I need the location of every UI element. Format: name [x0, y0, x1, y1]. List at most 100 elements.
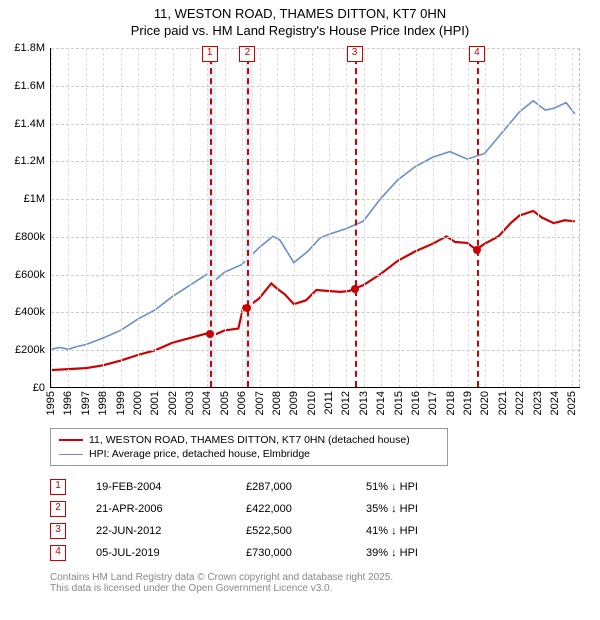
v-gridline — [225, 48, 226, 387]
x-axis-label: 2025 — [566, 391, 578, 415]
v-gridline — [260, 48, 261, 387]
v-gridline — [555, 48, 556, 387]
legend-swatch — [59, 439, 83, 441]
transaction-row: 119-FEB-2004£287,00051% ↓ HPI — [50, 476, 600, 498]
h-gridline — [51, 199, 580, 200]
x-axis-label: 2021 — [497, 391, 509, 415]
v-gridline — [451, 48, 452, 387]
transaction-price: £730,000 — [246, 547, 366, 559]
v-gridline — [572, 48, 573, 387]
x-axis-label: 2017 — [427, 391, 439, 415]
v-gridline — [68, 48, 69, 387]
h-gridline — [51, 237, 580, 238]
event-marker-line — [477, 48, 479, 387]
transaction-price: £422,000 — [246, 503, 366, 515]
v-gridline — [329, 48, 330, 387]
x-axis-label: 2010 — [306, 391, 318, 415]
legend-item: 11, WESTON ROAD, THAMES DITTON, KT7 0HN … — [59, 433, 439, 447]
chart-container: 11, WESTON ROAD, THAMES DITTON, KT7 0HN … — [0, 0, 600, 594]
series-price_paid — [51, 211, 575, 370]
x-axis-label: 2011 — [323, 391, 335, 415]
x-axis-label: 2023 — [532, 391, 544, 415]
y-axis-label: £400k — [15, 306, 45, 318]
y-axis-label: £0 — [33, 382, 45, 394]
legend: 11, WESTON ROAD, THAMES DITTON, KT7 0HN … — [50, 428, 448, 466]
event-marker-badge: 4 — [469, 46, 485, 62]
event-marker-dot — [243, 304, 251, 312]
x-axis-label: 2022 — [514, 391, 526, 415]
h-gridline — [51, 124, 580, 125]
footer-attribution: Contains HM Land Registry data © Crown c… — [50, 572, 600, 594]
transaction-badge: 1 — [50, 479, 66, 495]
v-gridline — [485, 48, 486, 387]
x-axis-label: 1996 — [62, 391, 74, 415]
line-series-svg — [51, 48, 580, 387]
x-axis-label: 2016 — [410, 391, 422, 415]
y-axis-label: £1.2M — [14, 155, 45, 167]
event-marker-line — [355, 48, 357, 387]
v-gridline — [503, 48, 504, 387]
x-axis-label: 2014 — [375, 391, 387, 415]
footer-line-2: This data is licensed under the Open Gov… — [50, 583, 600, 594]
transaction-date: 21-APR-2006 — [66, 503, 246, 515]
x-axis-label: 2000 — [132, 391, 144, 415]
v-gridline — [173, 48, 174, 387]
transaction-table: 119-FEB-2004£287,00051% ↓ HPI221-APR-200… — [50, 476, 600, 564]
v-gridline — [86, 48, 87, 387]
v-gridline — [190, 48, 191, 387]
transaction-price: £287,000 — [246, 481, 366, 493]
transaction-date: 22-JUN-2012 — [66, 525, 246, 537]
x-axis-label: 2008 — [271, 391, 283, 415]
v-gridline — [138, 48, 139, 387]
transaction-date: 05-JUL-2019 — [66, 547, 246, 559]
y-axis-label: £1M — [24, 193, 45, 205]
v-gridline — [364, 48, 365, 387]
event-marker-dot — [473, 246, 481, 254]
transaction-delta: 51% ↓ HPI — [366, 481, 466, 493]
v-gridline — [294, 48, 295, 387]
x-axis-label: 2002 — [167, 391, 179, 415]
x-axis-label: 1995 — [45, 391, 57, 415]
v-gridline — [520, 48, 521, 387]
transaction-row: 405-JUL-2019£730,00039% ↓ HPI — [50, 542, 600, 564]
transaction-price: £522,500 — [246, 525, 366, 537]
transaction-delta: 41% ↓ HPI — [366, 525, 466, 537]
v-gridline — [121, 48, 122, 387]
x-axis-label: 2005 — [219, 391, 231, 415]
x-axis-label: 2024 — [549, 391, 561, 415]
v-gridline — [433, 48, 434, 387]
event-marker-dot — [351, 285, 359, 293]
legend-label: HPI: Average price, detached house, Elmb… — [89, 448, 310, 460]
x-axis-label: 2003 — [184, 391, 196, 415]
transaction-date: 19-FEB-2004 — [66, 481, 246, 493]
v-gridline — [346, 48, 347, 387]
x-axis-label: 2006 — [236, 391, 248, 415]
title-line-2: Price paid vs. HM Land Registry's House … — [0, 23, 600, 38]
y-axis-label: £1.8M — [14, 42, 45, 54]
v-gridline — [242, 48, 243, 387]
x-axis-label: 2001 — [149, 391, 161, 415]
event-marker-dot — [206, 330, 214, 338]
y-axis-label: £600k — [15, 269, 45, 281]
transaction-badge: 4 — [50, 545, 66, 561]
transaction-delta: 35% ↓ HPI — [366, 503, 466, 515]
x-axis-label: 2018 — [445, 391, 457, 415]
v-gridline — [277, 48, 278, 387]
v-gridline — [399, 48, 400, 387]
event-marker-badge: 3 — [347, 46, 363, 62]
v-gridline — [538, 48, 539, 387]
x-axis-label: 1997 — [80, 391, 92, 415]
x-axis-label: 2019 — [462, 391, 474, 415]
v-gridline — [103, 48, 104, 387]
x-axis-label: 2004 — [201, 391, 213, 415]
legend-swatch — [59, 454, 83, 455]
v-gridline — [468, 48, 469, 387]
h-gridline — [51, 275, 580, 276]
x-axis-label: 2009 — [288, 391, 300, 415]
event-marker-line — [247, 48, 249, 387]
x-axis-label: 2013 — [358, 391, 370, 415]
v-gridline — [416, 48, 417, 387]
x-axis-label: 2007 — [254, 391, 266, 415]
v-gridline — [312, 48, 313, 387]
h-gridline — [51, 350, 580, 351]
